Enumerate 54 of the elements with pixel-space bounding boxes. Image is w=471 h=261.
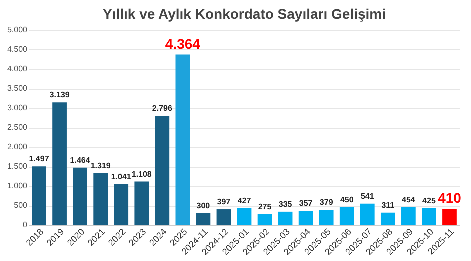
data-label: 357 (299, 199, 314, 208)
y-tick-label: 1.000 (7, 182, 28, 190)
y-tick-label: 0 (23, 220, 28, 230)
y-tick-label: 5.000 (7, 26, 28, 34)
bar (258, 214, 272, 225)
annotation: 410 (438, 190, 462, 206)
chart-title: Yıllık ve Aylık Konkordato Sayıları Gelişimi (103, 6, 386, 22)
y-tick-label: 2.500 (7, 123, 28, 132)
data-label: 3.139 (50, 90, 70, 100)
bar (32, 166, 46, 225)
bar (237, 208, 252, 225)
data-label: 2.796 (152, 104, 173, 113)
data-label: 335 (278, 200, 293, 209)
data-label: 275 (258, 202, 272, 212)
y-tick-label: 4.500 (7, 45, 28, 54)
bar (216, 210, 232, 225)
bar (155, 116, 170, 225)
y-tick-label: 3.000 (7, 104, 28, 112)
bar (278, 212, 293, 225)
data-label: 454 (402, 195, 416, 204)
y-tick-label: 2.000 (7, 142, 28, 152)
bar (380, 212, 396, 225)
annotation: 4.364 (165, 36, 201, 52)
data-label: 425 (422, 196, 436, 206)
bar (73, 168, 88, 225)
data-label: 541 (360, 192, 375, 201)
y-tick-label: 4.000 (7, 64, 28, 74)
bar (134, 182, 150, 225)
data-label: 300 (196, 201, 211, 210)
bar (114, 184, 129, 225)
bar (422, 208, 436, 225)
bar (340, 207, 354, 225)
bar (298, 211, 314, 225)
bar (196, 213, 211, 225)
data-label: 1.319 (90, 162, 112, 171)
data-label: 379 (320, 198, 334, 208)
y-tick-label: 1.500 (7, 162, 28, 171)
bar (52, 102, 67, 225)
data-label: 1.041 (111, 172, 132, 182)
data-label: 1.497 (29, 154, 50, 164)
bar (360, 204, 375, 225)
data-label: 427 (238, 196, 252, 206)
bar (319, 210, 334, 225)
data-label: 450 (340, 195, 354, 204)
bar (94, 174, 108, 225)
data-label: 311 (382, 200, 396, 210)
bar (442, 209, 457, 225)
y-tick-label: 3.500 (7, 84, 28, 93)
y-tick-label: 500 (14, 201, 28, 210)
bar (402, 207, 416, 225)
bar (176, 54, 190, 225)
data-label: 397 (217, 198, 232, 207)
data-label: 1.464 (70, 156, 91, 165)
data-label: 1.108 (132, 170, 152, 179)
